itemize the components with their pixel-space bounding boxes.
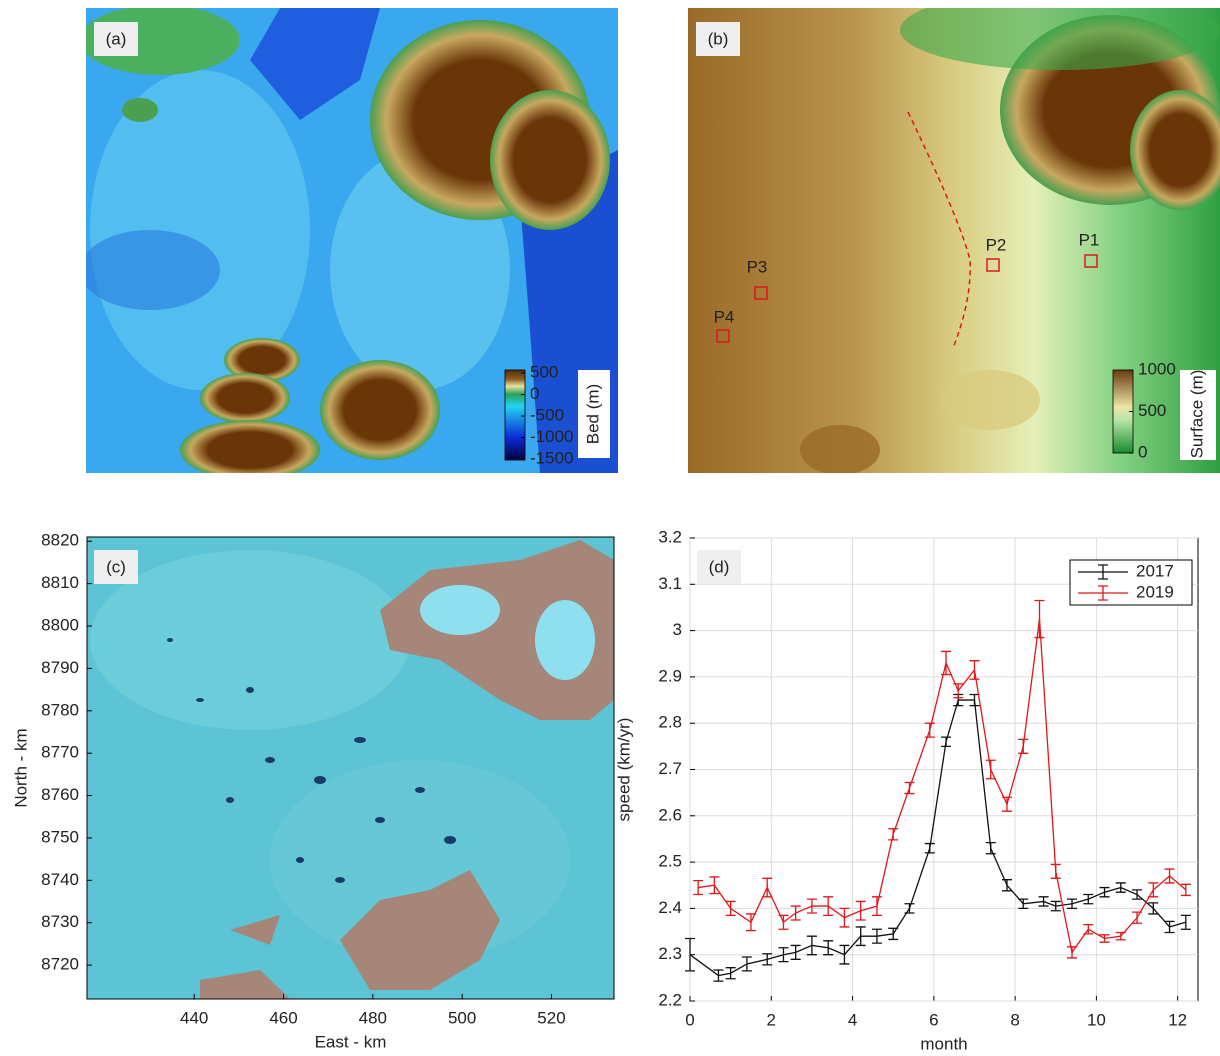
x-tick-label: 12 [1168,1010,1187,1029]
error-bar [856,901,866,920]
y-tick-label: 2.8 [658,713,682,732]
y-tick-label: 8790 [41,658,79,677]
colorbar-tick-label: -1500 [530,449,573,468]
figure: 500 0 -500 -1000 -1500 Bed (m) (a) 1000 500 0 Surf… [0,0,1220,1056]
point-label: P2 [986,235,1007,254]
error-bar [925,723,935,737]
colorbar-tick-label: 1000 [1138,359,1176,378]
x-axis-label: month [920,1034,967,1053]
panel-label: (b) [708,29,729,48]
error-bar [1002,797,1012,811]
y-tick-label: 8770 [41,743,79,762]
y-tick-label: 2.3 [658,944,682,963]
panel-label: (c) [106,557,126,576]
y-tick-label: 8780 [41,700,79,719]
x-tick-label: 440 [180,1008,208,1027]
y-tick-label: 8820 [41,531,79,550]
point-label: P3 [747,257,768,276]
error-bar [1116,883,1126,892]
satellite-image [87,537,614,999]
error-bar [888,829,898,840]
y-tick-label: 2.9 [658,666,682,685]
colorbar-tick-label: 500 [530,362,558,381]
series-line [690,700,1186,975]
y-tick-label: 8750 [41,827,79,846]
error-bar [839,908,849,927]
error-bar [925,844,935,853]
x-tick-label: 6 [929,1010,938,1029]
y-tick-label: 2.7 [658,759,682,778]
error-bar [1018,739,1028,753]
error-bar [986,843,996,854]
x-tick-label: 480 [359,1008,387,1027]
error-bar [742,957,752,971]
point-label: P1 [1079,230,1100,249]
error-bar [1165,869,1175,883]
x-tick-label: 8 [1010,1010,1019,1029]
error-bar [1181,915,1191,929]
legend-label: 2019 [1136,582,1174,601]
y-tick-label: 2.2 [658,990,682,1009]
error-bar [1181,884,1191,895]
error-bar [1051,864,1061,878]
y-axis-label: speed (km/yr) [614,718,633,822]
y-tick-label: 2.6 [658,805,682,824]
x-tick-label: 10 [1087,1010,1106,1029]
error-bar [746,914,756,931]
y-tick-label: 8760 [41,785,79,804]
colorbar [505,370,525,460]
y-tick-label: 8720 [41,955,79,974]
y-tick-label: 3 [673,620,682,639]
colorbar-tick-label: -500 [530,406,564,425]
error-bar [941,737,951,746]
error-bar [713,970,723,981]
colorbar-tick-label: 500 [1138,401,1166,420]
y-tick-label: 8810 [41,573,79,592]
x-tick-label: 0 [685,1010,694,1029]
error-bar [778,915,788,929]
x-tick-label: 2 [767,1010,776,1029]
legend-label: 2017 [1136,561,1174,580]
error-bar [1035,601,1045,638]
y-tick-label: 8800 [41,615,79,634]
error-bar [1100,888,1110,897]
colorbar-label: Surface (m) [1187,370,1206,459]
error-bar [1083,925,1093,934]
y-tick-label: 8740 [41,870,79,889]
error-bar [904,782,914,793]
point-label: P4 [714,307,735,326]
error-bar [872,897,882,916]
y-tick-label: 2.5 [658,852,682,871]
colorbar-label: Bed (m) [583,384,602,444]
colorbar-tick-label: -1000 [530,427,573,446]
error-bar [726,968,736,979]
panel-label: (a) [106,29,127,48]
panel-label: (d) [709,557,730,576]
x-tick-label: 460 [269,1008,297,1027]
y-axis-label: North - km [11,728,30,807]
colorbar-tick-label: 0 [530,384,539,403]
y-tick-label: 8730 [41,912,79,931]
x-tick-label: 500 [448,1008,476,1027]
x-tick-label: 520 [537,1008,565,1027]
x-axis-label: East - km [315,1032,387,1051]
error-bar [1083,895,1093,904]
y-tick-label: 3.1 [658,574,682,593]
y-tick-label: 2.4 [658,898,682,917]
error-bar [762,954,772,965]
y-tick-label: 3.2 [658,527,682,546]
x-tick-label: 4 [848,1010,857,1029]
colorbar-tick-label: 0 [1138,442,1147,461]
error-bar [791,945,801,959]
